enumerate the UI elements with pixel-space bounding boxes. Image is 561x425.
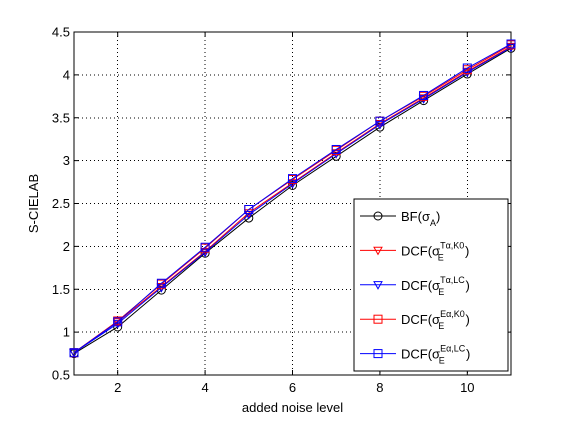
legend-label: DCF(σEα,K0 E) xyxy=(401,309,470,331)
legend-marker xyxy=(373,246,383,256)
y-tick-label: 3.5 xyxy=(52,110,70,125)
legend-label: DCF(σTα,K0 E) xyxy=(401,240,469,262)
legend-item: DCF(σEα,LC E) xyxy=(360,344,470,366)
legend-label: BF(σA) xyxy=(401,209,440,228)
data-point xyxy=(419,90,429,100)
data-point xyxy=(244,205,254,215)
data-point xyxy=(113,317,123,327)
x-tick-label: 2 xyxy=(114,380,121,395)
y-axis-label: S-CIELAB xyxy=(26,174,41,233)
series-line xyxy=(73,47,512,354)
y-tick-label: 0.5 xyxy=(52,368,70,383)
series-line xyxy=(73,43,512,354)
legend-label: DCF(σTα,LC E) xyxy=(401,275,470,297)
axis-labels: added noise level S-CIELAB xyxy=(26,174,343,415)
series-5 xyxy=(69,39,516,358)
data-point xyxy=(69,348,79,358)
legend: BF(σA) DCF(σTα,K0 E) DCF(σTα,LC E) DCF(σEα,K0… xyxy=(353,198,509,372)
legend-marker xyxy=(373,211,383,221)
y-tick-label: 2 xyxy=(63,239,70,254)
data-point xyxy=(200,248,210,258)
axes: 2 4 6 8 10 0.5 1 1.5 2 2.5 3 3.5 4 4.5 xyxy=(52,25,512,395)
legend-item: DCF(σTα,LC E) xyxy=(360,275,470,297)
data-point xyxy=(69,349,79,358)
legend-item: DCF(σTα,K0 E) xyxy=(360,240,469,262)
data-point xyxy=(506,39,516,49)
data-point xyxy=(156,278,166,288)
data-point xyxy=(200,242,210,252)
legend-marker xyxy=(373,281,383,290)
y-tick-label: 4 xyxy=(63,67,70,82)
legend-marker xyxy=(373,314,383,324)
y-tick-label: 4.5 xyxy=(52,25,70,40)
data-point xyxy=(331,144,341,154)
x-tick-label: 4 xyxy=(201,380,208,395)
y-tick-label: 1 xyxy=(63,325,70,340)
legend-item: DCF(σEα,K0 E) xyxy=(360,309,470,331)
x-tick-label: 10 xyxy=(460,380,474,395)
x-tick-label: 8 xyxy=(376,380,383,395)
data-point xyxy=(288,174,297,184)
data-point xyxy=(462,63,472,73)
legend-item: BF(σA) xyxy=(360,209,440,228)
y-tick-label: 1.5 xyxy=(52,282,70,297)
legend-marker xyxy=(373,349,383,359)
x-tick-label: 6 xyxy=(289,380,296,395)
data-point xyxy=(287,180,298,189)
series-group xyxy=(69,39,516,359)
data-point xyxy=(375,116,385,126)
legend-label: DCF(σEα,LC E) xyxy=(401,344,470,366)
y-tick-label: 2.5 xyxy=(52,196,70,211)
y-tick-label: 3 xyxy=(63,153,70,168)
x-axis-label: added noise level xyxy=(242,400,343,415)
data-point xyxy=(243,210,254,220)
data-point xyxy=(462,68,473,78)
